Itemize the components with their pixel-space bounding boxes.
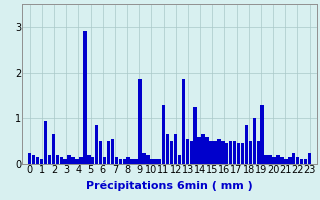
Bar (225, 143, 228, 164)
Bar (292, 153, 295, 164)
Bar (75, 159, 79, 164)
Bar (146, 155, 150, 164)
Bar (221, 141, 225, 164)
Bar (174, 134, 177, 164)
Bar (241, 143, 244, 164)
Bar (63, 159, 67, 164)
Bar (40, 159, 43, 164)
Bar (138, 79, 142, 164)
Bar (44, 121, 47, 164)
Bar (268, 155, 272, 164)
Bar (178, 155, 181, 164)
Bar (83, 31, 87, 164)
Bar (197, 137, 201, 164)
Bar (252, 118, 256, 164)
Bar (205, 137, 209, 164)
Bar (264, 155, 268, 164)
Bar (99, 141, 102, 164)
Bar (166, 134, 169, 164)
Bar (257, 141, 260, 164)
Bar (201, 134, 205, 164)
Bar (249, 141, 252, 164)
Bar (229, 141, 232, 164)
X-axis label: Précipitations 6min ( mm ): Précipitations 6min ( mm ) (86, 181, 253, 191)
Bar (32, 155, 36, 164)
Bar (111, 139, 114, 164)
Bar (150, 159, 154, 164)
Bar (119, 159, 122, 164)
Bar (91, 157, 94, 164)
Bar (71, 157, 75, 164)
Bar (245, 125, 248, 164)
Bar (213, 141, 217, 164)
Bar (60, 157, 63, 164)
Bar (154, 159, 157, 164)
Bar (189, 141, 193, 164)
Bar (260, 105, 264, 164)
Bar (186, 139, 189, 164)
Bar (280, 157, 284, 164)
Bar (131, 159, 134, 164)
Bar (209, 141, 213, 164)
Bar (300, 159, 303, 164)
Bar (56, 155, 59, 164)
Bar (36, 157, 39, 164)
Bar (68, 155, 71, 164)
Bar (28, 153, 31, 164)
Bar (107, 141, 110, 164)
Bar (237, 143, 240, 164)
Bar (296, 157, 300, 164)
Bar (182, 79, 185, 164)
Bar (123, 159, 126, 164)
Bar (52, 134, 55, 164)
Bar (95, 125, 99, 164)
Bar (103, 157, 106, 164)
Bar (79, 157, 83, 164)
Bar (272, 157, 276, 164)
Bar (87, 155, 91, 164)
Bar (284, 159, 288, 164)
Bar (288, 157, 292, 164)
Bar (134, 159, 138, 164)
Bar (276, 155, 280, 164)
Bar (233, 141, 236, 164)
Bar (48, 155, 51, 164)
Bar (115, 157, 118, 164)
Bar (194, 107, 197, 164)
Bar (158, 159, 162, 164)
Bar (162, 105, 165, 164)
Bar (126, 157, 130, 164)
Bar (304, 159, 307, 164)
Bar (170, 141, 173, 164)
Bar (217, 139, 220, 164)
Bar (308, 153, 311, 164)
Bar (142, 153, 146, 164)
